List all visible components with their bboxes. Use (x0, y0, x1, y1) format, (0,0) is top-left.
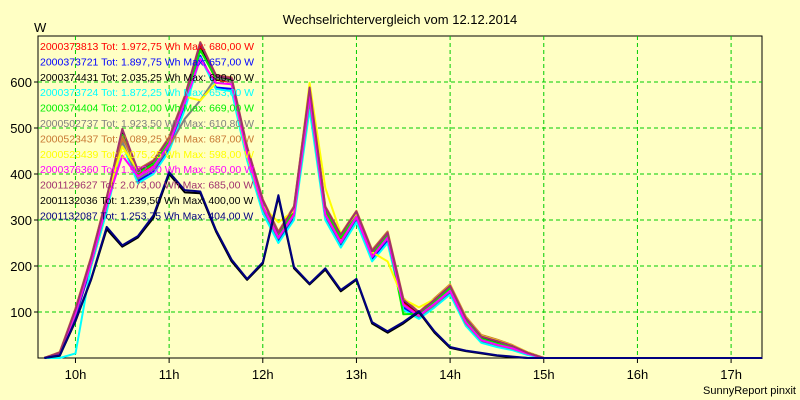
legend-entry-2001132036: 2001132036 Tot: 1.239,50 Wh Max: 400,00 … (40, 195, 253, 207)
y-tick-label: 200 (10, 259, 32, 274)
y-axis: 100 200 300 400 500 600 (10, 75, 38, 320)
series-line-2001132087 (44, 171, 763, 359)
y-axis-unit: W (34, 20, 47, 35)
x-tick-label: 13h (346, 367, 368, 382)
x-tick-label: 16h (627, 367, 649, 382)
legend-entry-2001132087: 2001132087 Tot: 1.253,75 Wh Max: 404,00 … (40, 210, 253, 222)
legend-entry-2000376360: 2000376360 Tot: 1.962,00 Wh Max: 650,00 … (40, 164, 254, 176)
legend: 2000373813 Tot: 1.972,75 Wh Max: 680,00 … (40, 41, 254, 222)
legend-entry-2000373813: 2000373813 Tot: 1.972,75 Wh Max: 680,00 … (40, 41, 254, 53)
grid (38, 36, 762, 358)
legend-entry-2000502737: 2000502737 Tot: 1.923,50 Wh Max: 610,80 … (40, 118, 254, 130)
legend-entry-2001129627: 2001129627 Tot: 2.073,00 Wh Max: 685,00 … (40, 180, 253, 192)
footer-credit: SunnyReport pinxit (703, 385, 796, 397)
y-tick-label: 100 (10, 305, 32, 320)
x-axis: 10h 11h 12h 13h 14h 15h 16h 17h (65, 358, 742, 382)
legend-entry-2000373724: 2000373724 Tot: 1.872,25 Wh Max: 653,00 … (40, 87, 254, 99)
y-tick-label: 400 (10, 167, 32, 182)
y-tick-label: 600 (10, 75, 32, 90)
plot-area (37, 35, 763, 359)
x-tick-label: 10h (65, 367, 87, 382)
x-tick-label: 15h (533, 367, 555, 382)
x-tick-label: 17h (720, 367, 742, 382)
chart-title: Wechselrichtervergleich vom 12.12.2014 (283, 12, 518, 27)
y-tick-label: 500 (10, 121, 32, 136)
legend-entry-2000374431: 2000374431 Tot: 2.035,25 Wh Max: 680,00 … (40, 72, 254, 84)
y-tick-label: 300 (10, 213, 32, 228)
legend-entry-2000523439: 2000523439 Tot: 2.075,25 Wh Max: 598,00 … (40, 149, 254, 161)
x-tick-label: 11h (159, 367, 180, 382)
legend-entry-2000523437: 2000523437 Tot: 2.089,25 Wh Max: 687,00 … (40, 133, 254, 145)
x-tick-label: 14h (439, 367, 461, 382)
x-tick-label: 12h (252, 367, 274, 382)
legend-entry-2000374404: 2000374404 Tot: 2.012,00 Wh Max: 669,00 … (40, 103, 254, 115)
legend-entry-2000373721: 2000373721 Tot: 1.897,75 Wh Max: 657,00 … (40, 56, 254, 68)
series-lines (43, 41, 763, 359)
